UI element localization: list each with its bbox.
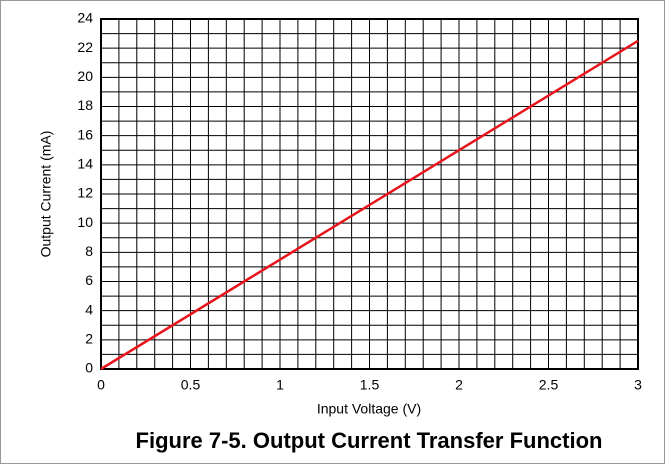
y-tick-label: 12 [77, 185, 93, 201]
y-tick-label: 4 [85, 301, 93, 317]
y-tick-label: 20 [77, 68, 93, 84]
y-axis-label: Output Current (mA) [38, 131, 54, 258]
y-tick-label: 8 [85, 243, 93, 259]
x-axis-label: Input Voltage (V) [317, 401, 421, 417]
plot-border [100, 18, 639, 370]
x-tick-label: 2.5 [539, 377, 559, 393]
y-tick-label: 14 [77, 156, 93, 172]
chart-title: Figure 7-5. Output Current Transfer Func… [136, 428, 603, 453]
data-line [100, 39, 639, 371]
y-tick-label: 6 [85, 272, 93, 288]
y-tick-label: 22 [77, 39, 93, 55]
y-tick-label: 18 [77, 97, 93, 113]
y-tick-label: 2 [85, 331, 93, 347]
y-tick-label: 16 [77, 126, 93, 142]
x-tick-label: 3 [634, 377, 642, 393]
y-tick-label: 0 [85, 360, 93, 376]
y-tick-label: 10 [77, 214, 93, 230]
y-tick-label: 24 [77, 10, 93, 26]
x-tick-label: 2 [455, 377, 463, 393]
x-tick-label: 1.5 [360, 377, 380, 393]
x-tick-label: 1 [276, 377, 284, 393]
x-tick-label: 0 [97, 377, 105, 393]
x-tick-label: 0.5 [181, 377, 201, 393]
